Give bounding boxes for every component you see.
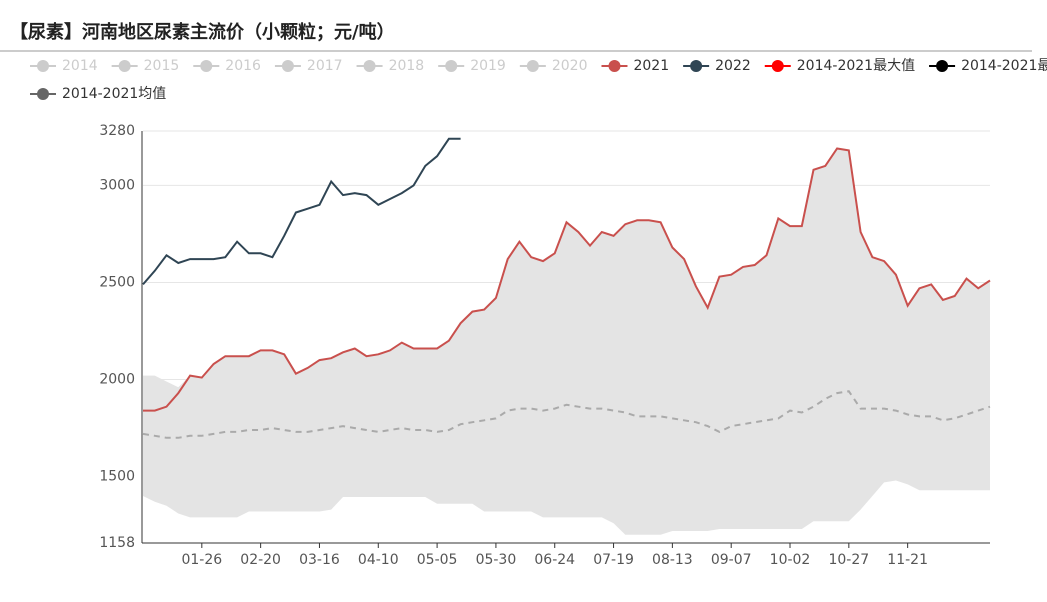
legend-dot xyxy=(37,88,49,100)
legend-dot xyxy=(200,60,213,72)
legend-item[interactable]: 2016 xyxy=(193,58,261,74)
legend-label: 2014-2021均值 xyxy=(62,86,166,102)
legend-item[interactable]: 2015 xyxy=(111,58,180,74)
legend-label: 2015 xyxy=(144,58,180,74)
mean-line xyxy=(142,390,991,439)
series-line xyxy=(143,147,991,412)
legend-dot xyxy=(281,60,294,72)
x-tick-label: 06-24 xyxy=(534,552,575,568)
legend-item[interactable]: 2014-2021均值 xyxy=(30,86,166,102)
legend-label: 2020 xyxy=(552,58,588,74)
y-tick-label: 3280 xyxy=(99,123,135,139)
legend-dot xyxy=(771,60,784,72)
legend-item[interactable]: 2017 xyxy=(274,58,343,74)
y-tick-label: 3000 xyxy=(99,177,135,193)
max-band xyxy=(143,148,990,543)
legend-item[interactable]: 2014-2021最大值 xyxy=(764,58,915,74)
legend-item[interactable]: 2014-2021最小值 xyxy=(929,58,1047,74)
legend-dot xyxy=(118,60,131,72)
x-tick-label: 05-05 xyxy=(417,552,458,568)
x-tick-label: 02-20 xyxy=(240,552,281,568)
series-line xyxy=(142,137,461,286)
legend-dot xyxy=(608,60,621,72)
legend-label: 2019 xyxy=(470,58,506,74)
legend-dot xyxy=(445,60,458,72)
legend-dot xyxy=(690,60,703,72)
x-tick-label: 04-10 xyxy=(358,552,399,568)
min-band xyxy=(143,480,990,543)
legend-label: 2014-2021最大值 xyxy=(797,58,915,74)
legend-item[interactable]: 2020 xyxy=(519,58,588,74)
legend-label: 2016 xyxy=(225,58,261,74)
legend-label: 2014 xyxy=(62,58,98,74)
legend-dot xyxy=(526,60,539,72)
x-tick-label: 10-27 xyxy=(828,552,869,568)
y-tick-label: 2000 xyxy=(99,372,135,388)
y-tick-label: 1500 xyxy=(99,469,135,485)
legend-label: 2014-2021最小值 xyxy=(961,58,1047,74)
x-tick-label: 03-16 xyxy=(299,552,340,568)
legend-item[interactable]: 2019 xyxy=(438,58,506,74)
legend-dot xyxy=(936,60,949,72)
legend-item[interactable]: 2022 xyxy=(683,58,751,74)
x-tick-label: 01-26 xyxy=(181,552,222,568)
y-tick-label: 2500 xyxy=(99,274,135,290)
legend-label: 2021 xyxy=(633,58,669,74)
legend-item[interactable]: 2018 xyxy=(356,58,425,74)
legend-dot xyxy=(37,60,49,72)
legend-item[interactable]: 2014 xyxy=(30,58,98,74)
y-tick-label: 1158 xyxy=(99,535,135,551)
x-tick-label: 10-02 xyxy=(770,552,811,568)
x-tick-label: 07-19 xyxy=(593,552,634,568)
legend-label: 2017 xyxy=(307,58,343,74)
x-tick-label: 08-13 xyxy=(652,552,693,568)
legend-label: 2018 xyxy=(389,58,425,74)
legend-item[interactable]: 2021 xyxy=(601,58,669,74)
x-tick-label: 11-21 xyxy=(887,552,928,568)
legend-dot xyxy=(363,60,376,72)
chart-title: 【尿素】河南地区尿素主流价（小颗粒；元/吨） xyxy=(10,21,395,43)
x-tick-label: 05-30 xyxy=(476,552,517,568)
legend-label: 2022 xyxy=(715,58,751,74)
x-tick-label: 09-07 xyxy=(711,552,752,568)
